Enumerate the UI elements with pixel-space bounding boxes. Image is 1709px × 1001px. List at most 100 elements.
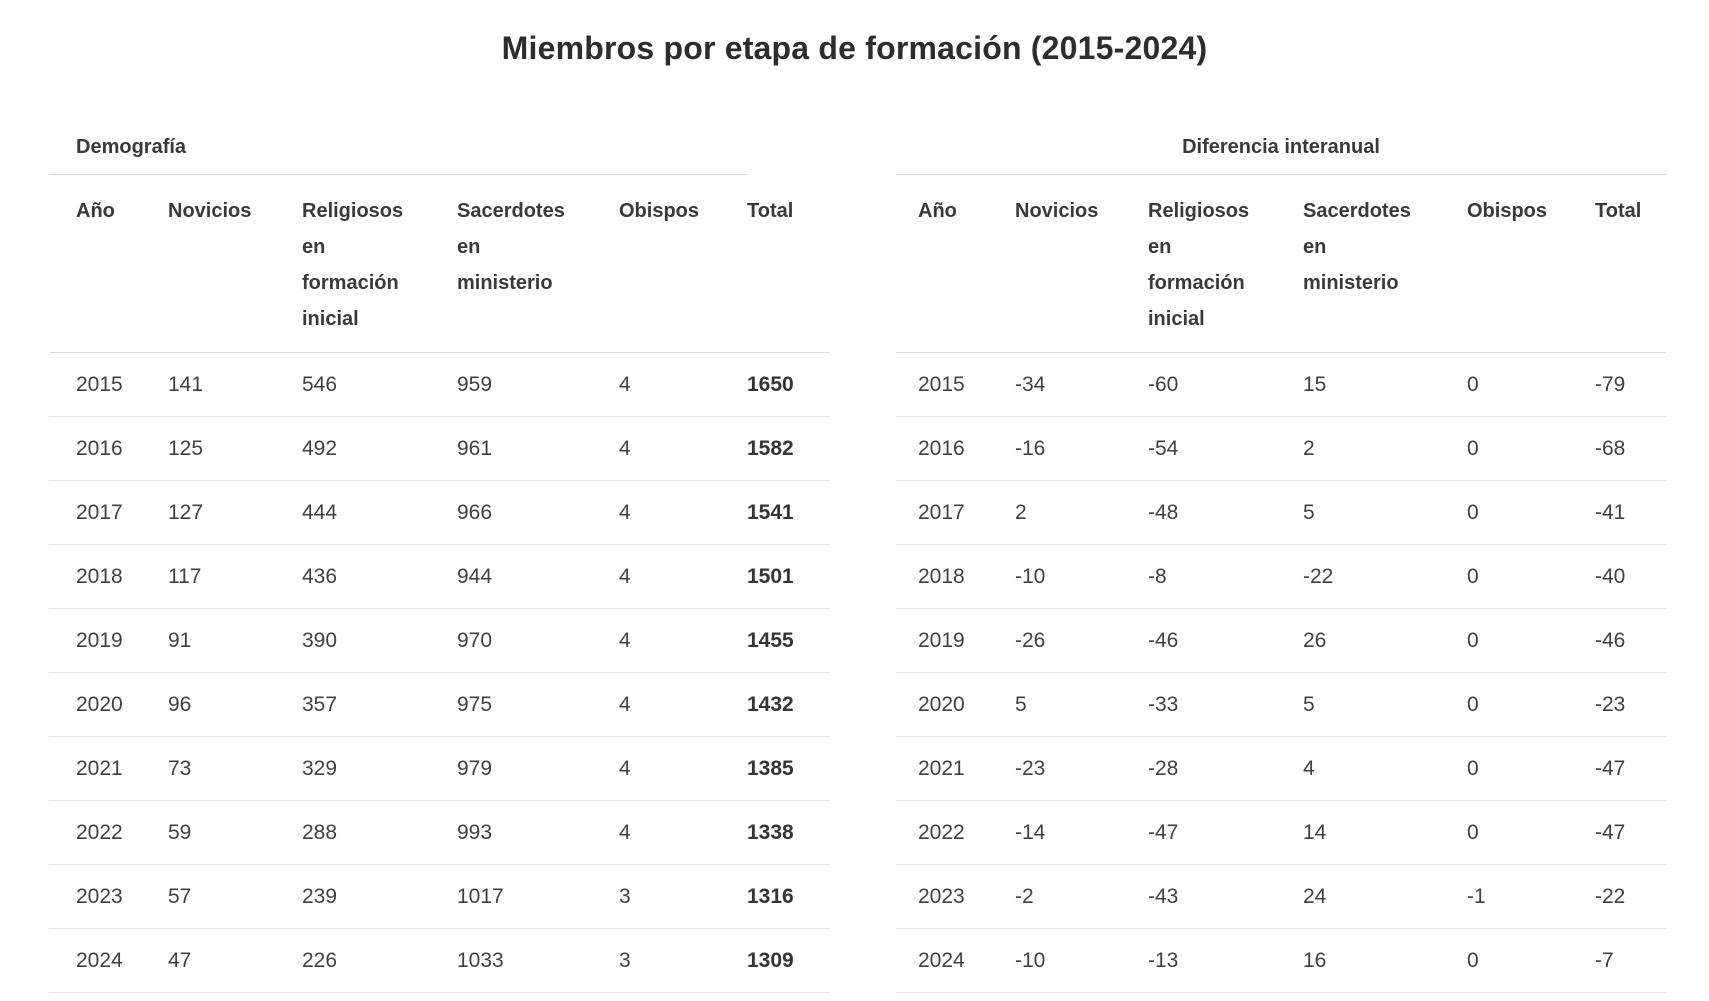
table-row: 2024 -10 -13 16 0 -7: [896, 929, 1666, 993]
year-cell: 2017: [918, 501, 965, 524]
value-cell: 1455: [747, 629, 794, 652]
value-cell: 127: [168, 501, 204, 524]
year-cell: 2017: [76, 501, 123, 524]
value-cell: 4: [619, 629, 631, 652]
value-cell: 1385: [747, 757, 794, 780]
value-cell: 959: [457, 373, 493, 396]
value-cell: 16: [1303, 949, 1327, 972]
value-cell: 288: [302, 821, 338, 844]
table-row: 2023 -2 -43 24 -1 -22: [896, 865, 1666, 929]
value-cell: -34: [1015, 373, 1046, 396]
year-cell: 2019: [918, 629, 965, 652]
value-cell: 141: [168, 373, 204, 396]
value-cell: 357: [302, 693, 338, 716]
value-cell: -26: [1015, 629, 1046, 652]
table-row: 2015 -34 -60 15 0 -79: [896, 353, 1666, 417]
year-cell: 2016: [76, 437, 123, 460]
value-cell: 3: [619, 885, 631, 908]
value-cell: -47: [1595, 821, 1626, 844]
value-cell: 436: [302, 565, 338, 588]
value-cell: -33: [1148, 693, 1179, 716]
column-header-ano: Año: [76, 200, 115, 222]
column-header-sacerdotes: Sacerdotes en ministerio: [1303, 200, 1411, 294]
tables-container: Demografía Año Novicios Religiosos en fo…: [49, 120, 1666, 993]
value-cell: 24: [1303, 885, 1327, 908]
value-cell: -48: [1148, 501, 1179, 524]
value-cell: 0: [1467, 501, 1479, 524]
year-cell: 2016: [918, 437, 965, 460]
value-cell: 1309: [747, 949, 794, 972]
value-cell: 0: [1467, 693, 1479, 716]
value-cell: -22: [1595, 885, 1626, 908]
value-cell: 975: [457, 693, 493, 716]
column-header-sacerdotes: Sacerdotes en ministerio: [457, 200, 565, 294]
value-cell: 1432: [747, 693, 794, 716]
value-cell: 0: [1467, 629, 1479, 652]
value-cell: 2: [1303, 437, 1315, 460]
value-cell: 944: [457, 565, 493, 588]
value-cell: -60: [1148, 373, 1179, 396]
table-row: 2019 91 390 970 4 1455: [49, 609, 830, 673]
year-cell: 2022: [76, 821, 123, 844]
value-cell: 2: [1015, 501, 1027, 524]
value-cell: -46: [1595, 629, 1626, 652]
value-cell: 5: [1303, 501, 1315, 524]
value-cell: 96: [168, 693, 192, 716]
value-cell: 91: [168, 629, 192, 652]
value-cell: 1541: [747, 501, 794, 524]
table-row: 2017 127 444 966 4 1541: [49, 481, 830, 545]
year-cell: 2021: [76, 757, 123, 780]
value-cell: 4: [619, 821, 631, 844]
column-header-total: Total: [747, 200, 794, 222]
table-row: 2022 -14 -47 14 0 -47: [896, 801, 1666, 865]
demografia-table: Demografía Año Novicios Religiosos en fo…: [49, 120, 830, 993]
year-cell: 2015: [918, 373, 965, 396]
value-cell: 1338: [747, 821, 794, 844]
table-row: 2015 141 546 959 4 1650: [49, 353, 830, 417]
value-cell: -16: [1015, 437, 1046, 460]
value-cell: 59: [168, 821, 192, 844]
demografia-caption: Demografía: [49, 120, 747, 175]
value-cell: 239: [302, 885, 338, 908]
value-cell: 125: [168, 437, 204, 460]
value-cell: -10: [1015, 565, 1046, 588]
value-cell: -7: [1595, 949, 1614, 972]
year-cell: 2024: [918, 949, 965, 972]
table-row: 2023 57 239 1017 3 1316: [49, 865, 830, 929]
table-row: 2017 2 -48 5 0 -41: [896, 481, 1666, 545]
year-cell: 2021: [918, 757, 965, 780]
year-cell: 2020: [918, 693, 965, 716]
value-cell: 492: [302, 437, 338, 460]
column-header-total: Total: [1595, 200, 1642, 222]
value-cell: 5: [1015, 693, 1027, 716]
value-cell: 4: [619, 757, 631, 780]
value-cell: 0: [1467, 821, 1479, 844]
value-cell: 444: [302, 501, 338, 524]
value-cell: 5: [1303, 693, 1315, 716]
page-title: Miembros por etapa de formación (2015-20…: [501, 30, 1208, 66]
table-row: 2021 73 329 979 4 1385: [49, 737, 830, 801]
value-cell: 0: [1467, 565, 1479, 588]
value-cell: 970: [457, 629, 493, 652]
value-cell: 15: [1303, 373, 1327, 396]
value-cell: -1: [1467, 885, 1486, 908]
value-cell: 1501: [747, 565, 794, 588]
value-cell: -13: [1148, 949, 1179, 972]
table-row: 2024 47 226 1033 3 1309: [49, 929, 830, 993]
value-cell: -43: [1148, 885, 1179, 908]
value-cell: 4: [619, 437, 631, 460]
table-row: 2016 -16 -54 2 0 -68: [896, 417, 1666, 481]
column-header-obispos: Obispos: [619, 200, 700, 222]
value-cell: 4: [619, 693, 631, 716]
value-cell: -79: [1595, 373, 1626, 396]
column-header-religiosos: Religiosos en formación inicial: [1148, 200, 1250, 330]
value-cell: 1650: [747, 373, 794, 396]
value-cell: -54: [1148, 437, 1179, 460]
year-cell: 2019: [76, 629, 123, 652]
year-cell: 2023: [76, 885, 123, 908]
diferencia-body: 2015 -34 -60 15 0 -79 2016 -16 -54 2 0 -68 2017 2 -48 5…: [896, 353, 1666, 993]
table-row: 2022 59 288 993 4 1338: [49, 801, 830, 865]
value-cell: -22: [1303, 565, 1334, 588]
year-cell: 2018: [76, 565, 123, 588]
value-cell: -23: [1595, 693, 1626, 716]
